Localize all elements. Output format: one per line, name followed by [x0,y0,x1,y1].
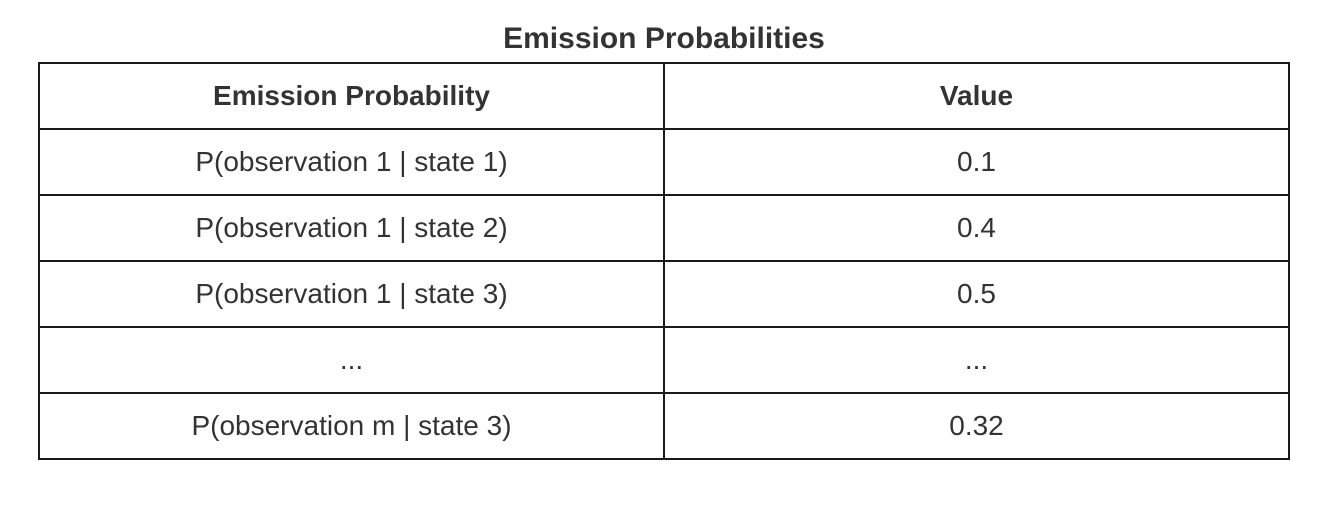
table-row: P(observation 1 | state 1) 0.1 [38,128,1290,196]
table-row: ... ... [38,326,1290,394]
table-row: P(observation m | state 3) 0.32 [38,392,1290,460]
table-title: Emission Probabilities [503,22,825,55]
emission-probabilities-table: Emission Probability Value P(observation… [38,62,1290,460]
emission-probability-cell: P(observation 1 | state 2) [38,194,665,262]
column-header-emission-probability: Emission Probability [38,62,665,130]
table-header-row: Emission Probability Value [38,62,1290,130]
value-cell: ... [663,326,1290,394]
value-cell: 0.5 [663,260,1290,328]
table-row: P(observation 1 | state 2) 0.4 [38,194,1290,262]
column-header-value: Value [663,62,1290,130]
value-cell: 0.32 [663,392,1290,460]
emission-probability-cell: ... [38,326,665,394]
emission-probability-cell: P(observation 1 | state 1) [38,128,665,196]
table-row: P(observation 1 | state 3) 0.5 [38,260,1290,328]
value-cell: 0.1 [663,128,1290,196]
value-cell: 0.4 [663,194,1290,262]
emission-probability-cell: P(observation m | state 3) [38,392,665,460]
emission-probability-cell: P(observation 1 | state 3) [38,260,665,328]
